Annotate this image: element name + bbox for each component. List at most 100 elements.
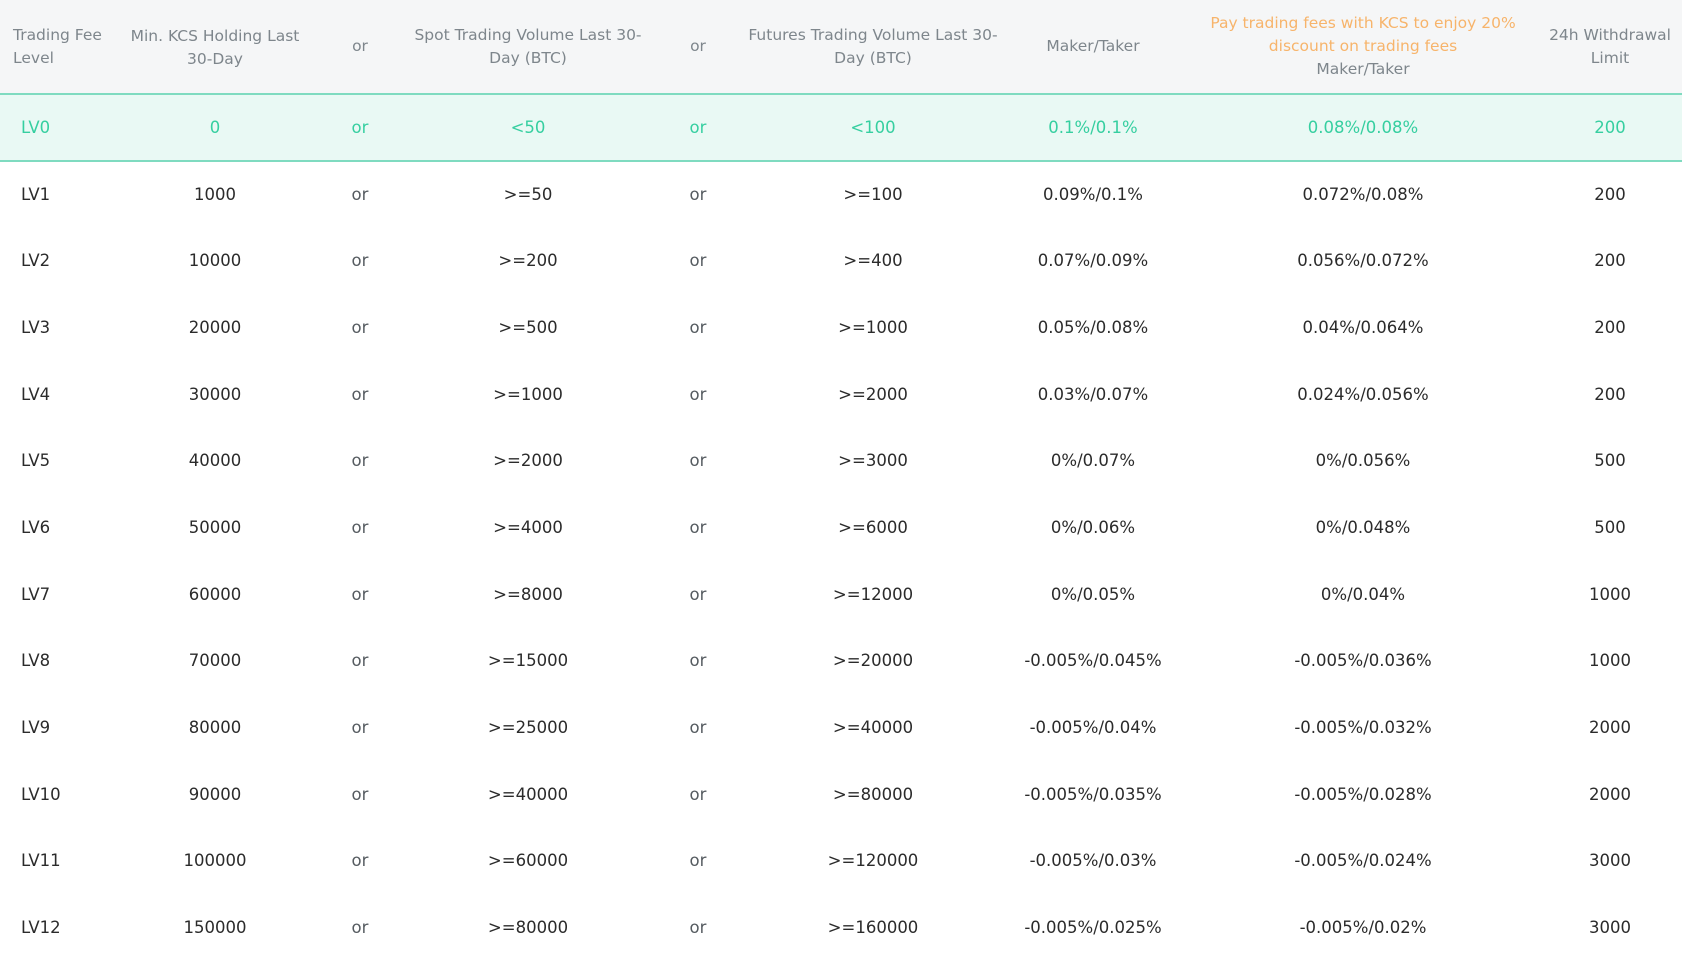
spot-volume-cell: >=8000	[493, 584, 563, 604]
level-cell: LV5	[21, 451, 51, 471]
spot-volume-cell: <50	[510, 117, 546, 137]
kcs-discount-promo: Pay trading fees with KCS to enjoy 20% d…	[1210, 14, 1516, 55]
kcs-holding-cell: 90000	[188, 784, 242, 804]
discount-maker-taker-cell: 0.024%/0.056%	[1297, 384, 1429, 404]
or-cell: or	[689, 185, 707, 205]
table-row: LV10 90000 or >=40000 or >=80000 -0.005%/0.035…	[0, 761, 1682, 828]
header-or: or	[352, 37, 368, 55]
spot-volume-cell: >=4000	[493, 517, 563, 537]
or-cell: or	[689, 651, 707, 671]
header-spot-volume: Spot Trading Volume Last 30-Day (BTC)	[414, 25, 642, 67]
maker-taker-cell: 0%/0.05%	[1050, 584, 1136, 604]
level-cell: LV9	[21, 718, 51, 738]
maker-taker-cell: -0.005%/0.04%	[1029, 718, 1157, 738]
header-maker-taker: Maker/Taker	[1046, 37, 1140, 55]
withdrawal-limit-cell: 2000	[1589, 784, 1631, 804]
or-cell: or	[689, 117, 707, 137]
withdrawal-limit-cell: 1000	[1589, 584, 1631, 604]
maker-taker-cell: -0.005%/0.035%	[1024, 784, 1162, 804]
level-cell: LV1	[21, 185, 51, 205]
kcs-holding-cell: 80000	[188, 718, 242, 738]
table-row-current-level: LV0 0 or <50 or <100 0.1%/0.1% 0.08%/0.08% 200	[0, 94, 1682, 161]
maker-taker-cell: 0.09%/0.1%	[1043, 185, 1143, 205]
withdrawal-limit-cell: 1000	[1589, 651, 1631, 671]
or-cell: or	[351, 317, 369, 337]
or-cell: or	[689, 784, 707, 804]
table-row: LV12 150000 or >=80000 or >=160000 -0.005%/0.0…	[0, 894, 1682, 961]
level-cell: LV7	[21, 584, 51, 604]
or-cell: or	[689, 384, 707, 404]
discount-maker-taker-cell: 0.04%/0.064%	[1302, 317, 1424, 337]
level-cell: LV0	[21, 117, 51, 137]
futures-volume-cell: >=2000	[838, 384, 908, 404]
or-cell: or	[689, 317, 707, 337]
discount-maker-taker-cell: -0.005%/0.028%	[1294, 784, 1432, 804]
kcs-holding-cell: 40000	[188, 451, 242, 471]
maker-taker-cell: 0.07%/0.09%	[1037, 251, 1149, 271]
maker-taker-cell: 0.1%/0.1%	[1048, 117, 1138, 137]
discount-maker-taker-cell: 0%/0.056%	[1315, 451, 1411, 471]
or-cell: or	[689, 851, 707, 871]
table-row: LV6 50000 or >=4000 or >=6000 0%/0.06% 0%/0.048…	[0, 494, 1682, 561]
spot-volume-cell: >=50	[503, 185, 553, 205]
kcs-holding-cell: 0	[209, 117, 221, 137]
withdrawal-limit-cell: 200	[1594, 185, 1626, 205]
or-cell: or	[689, 517, 707, 537]
or-cell: or	[351, 185, 369, 205]
withdrawal-limit-cell: 500	[1594, 451, 1626, 471]
table-row: LV9 80000 or >=25000 or >=40000 -0.005%/0.04% -…	[0, 694, 1682, 761]
spot-volume-cell: >=40000	[487, 784, 569, 804]
kcs-holding-cell: 100000	[183, 851, 247, 871]
or-cell: or	[351, 851, 369, 871]
spot-volume-cell: >=500	[498, 317, 558, 337]
or-cell: or	[689, 718, 707, 738]
maker-taker-cell: 0.05%/0.08%	[1037, 317, 1149, 337]
withdrawal-limit-cell: 3000	[1589, 918, 1631, 938]
kcs-holding-cell: 150000	[183, 918, 247, 938]
table-row: LV8 70000 or >=15000 or >=20000 -0.005%/0.045%…	[0, 628, 1682, 695]
table-row: LV1 1000 or >=50 or >=100 0.09%/0.1% 0.072%/0.0…	[0, 161, 1682, 228]
maker-taker-cell: -0.005%/0.045%	[1024, 651, 1162, 671]
header-kcs-discount: Pay trading fees with KCS to enjoy 20% d…	[1188, 0, 1538, 94]
futures-volume-cell: >=12000	[832, 584, 914, 604]
futures-volume-cell: >=40000	[832, 718, 914, 738]
futures-volume-cell: >=80000	[832, 784, 914, 804]
or-cell: or	[351, 117, 369, 137]
table-body: LV0 0 or <50 or <100 0.1%/0.1% 0.08%/0.08% 200 LV…	[0, 94, 1682, 961]
futures-volume-cell: >=120000	[827, 851, 919, 871]
spot-volume-cell: >=60000	[487, 851, 569, 871]
or-cell: or	[689, 451, 707, 471]
discount-maker-taker-cell: -0.005%/0.036%	[1294, 651, 1432, 671]
kcs-holding-cell: 10000	[188, 251, 242, 271]
or-cell: or	[351, 584, 369, 604]
futures-volume-cell: >=160000	[827, 918, 919, 938]
kcs-holding-cell: 50000	[188, 517, 242, 537]
futures-volume-cell: <100	[850, 117, 896, 137]
level-cell: LV8	[21, 651, 51, 671]
futures-volume-cell: >=400	[843, 251, 903, 271]
withdrawal-limit-cell: 200	[1594, 117, 1626, 137]
or-cell: or	[351, 784, 369, 804]
or-cell: or	[689, 251, 707, 271]
withdrawal-limit-cell: 2000	[1589, 718, 1631, 738]
header-withdrawal-limit: 24h Withdrawal Limit	[1549, 25, 1671, 67]
maker-taker-cell: 0.03%/0.07%	[1037, 384, 1149, 404]
withdrawal-limit-cell: 200	[1594, 384, 1626, 404]
header-row: Trading Fee Level Min. KCS Holding Last …	[0, 0, 1682, 94]
withdrawal-limit-cell: 3000	[1589, 851, 1631, 871]
kcs-holding-cell: 20000	[188, 317, 242, 337]
or-cell: or	[351, 651, 369, 671]
or-cell: or	[351, 918, 369, 938]
table-row: LV3 20000 or >=500 or >=1000 0.05%/0.08% 0.04%/…	[0, 294, 1682, 361]
or-cell: or	[351, 451, 369, 471]
level-cell: LV12	[21, 918, 61, 938]
or-cell: or	[351, 384, 369, 404]
spot-volume-cell: >=200	[498, 251, 558, 271]
table-row: LV7 60000 or >=8000 or >=12000 0%/0.05% 0%/0.04…	[0, 561, 1682, 628]
futures-volume-cell: >=100	[843, 185, 903, 205]
futures-volume-cell: >=20000	[832, 651, 914, 671]
spot-volume-cell: >=1000	[493, 384, 563, 404]
futures-volume-cell: >=6000	[838, 517, 908, 537]
maker-taker-cell: -0.005%/0.03%	[1029, 851, 1157, 871]
